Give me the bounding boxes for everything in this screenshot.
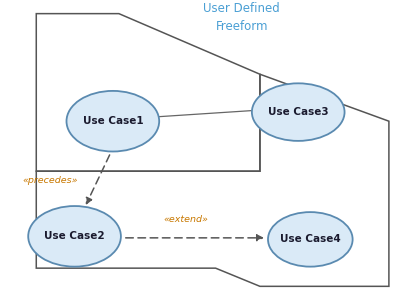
Text: Use Case2: Use Case2	[44, 231, 105, 241]
Text: «extend»: «extend»	[163, 215, 208, 224]
Ellipse shape	[66, 91, 159, 152]
Text: Use Case1: Use Case1	[83, 116, 143, 126]
Text: Use Case3: Use Case3	[268, 107, 328, 117]
Text: User Defined
Freeform: User Defined Freeform	[204, 2, 280, 32]
Text: Use Case4: Use Case4	[280, 234, 341, 245]
Ellipse shape	[252, 83, 345, 141]
Ellipse shape	[28, 206, 121, 267]
Text: «precedes»: «precedes»	[22, 176, 78, 185]
Ellipse shape	[268, 212, 353, 267]
